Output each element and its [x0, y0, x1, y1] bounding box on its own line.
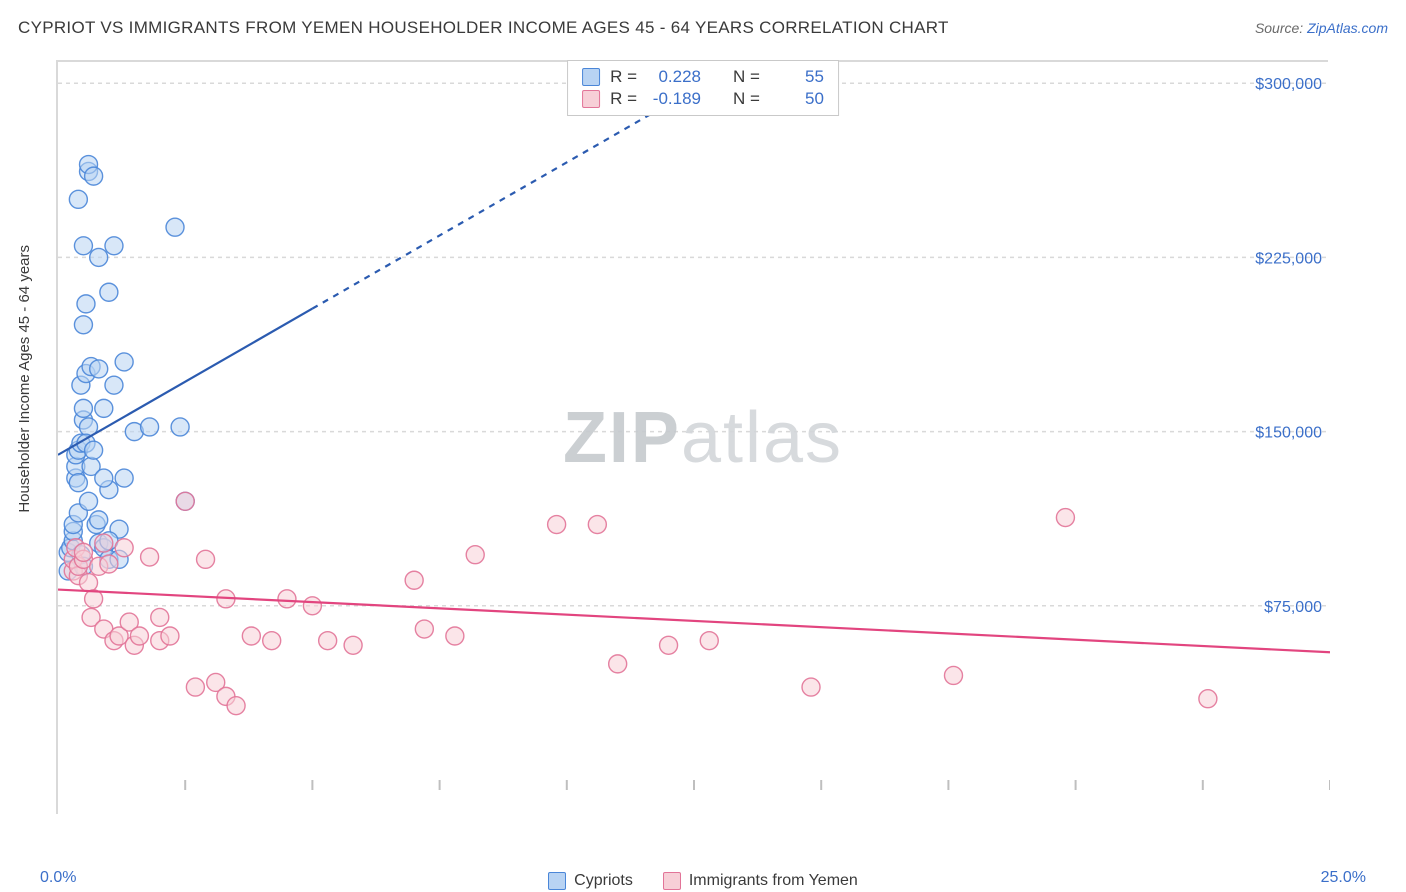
swatch-yemen [582, 90, 600, 108]
svg-text:$225,000: $225,000 [1255, 250, 1322, 267]
x-axis-ticks [185, 780, 1330, 790]
svg-text:$150,000: $150,000 [1255, 425, 1322, 442]
legend-item-yemen: Immigrants from Yemen [663, 872, 858, 890]
r-label: R = [610, 67, 637, 87]
n-value-cypriots: 55 [770, 67, 824, 87]
r-value-cypriots: 0.228 [647, 67, 701, 87]
legend-item-cypriots: Cypriots [548, 872, 633, 890]
series-legend: Cypriots Immigrants from Yemen [0, 872, 1406, 890]
chart-title: CYPRIOT VS IMMIGRANTS FROM YEMEN HOUSEHO… [18, 18, 949, 38]
header: CYPRIOT VS IMMIGRANTS FROM YEMEN HOUSEHO… [18, 18, 1388, 38]
source-link[interactable]: ZipAtlas.com [1307, 20, 1388, 36]
stat-row-yemen: R = -0.189 N = 50 [582, 89, 824, 109]
r-label: R = [610, 89, 637, 109]
correlation-stats-box: R = 0.228 N = 55 R = -0.189 N = 50 [567, 60, 839, 116]
y-axis-label: Householder Income Ages 45 - 64 years [16, 245, 33, 513]
swatch-cypriots-legend [548, 872, 566, 890]
watermark-light: atlas [681, 398, 843, 478]
n-label: N = [733, 67, 760, 87]
stat-row-cypriots: R = 0.228 N = 55 [582, 67, 824, 87]
series-yemen-points [64, 492, 1217, 714]
chart-container: CYPRIOT VS IMMIGRANTS FROM YEMEN HOUSEHO… [0, 0, 1406, 892]
n-label: N = [733, 89, 760, 109]
legend-label-cypriots: Cypriots [574, 872, 633, 890]
watermark-bold: ZIP [563, 398, 681, 478]
source-prefix: Source: [1255, 20, 1307, 36]
watermark: ZIPatlas [563, 397, 843, 479]
n-value-yemen: 50 [770, 89, 824, 109]
r-value-yemen: -0.189 [647, 89, 701, 109]
trend-lines [58, 60, 1330, 652]
swatch-yemen-legend [663, 872, 681, 890]
legend-label-yemen: Immigrants from Yemen [689, 872, 858, 890]
series-cypriots-points [59, 156, 194, 580]
svg-text:$300,000: $300,000 [1255, 76, 1322, 93]
swatch-cypriots [582, 68, 600, 86]
source-attribution: Source: ZipAtlas.com [1255, 20, 1388, 36]
y-axis-tick-labels: $75,000 $150,000 $225,000 $300,000 [1255, 76, 1322, 616]
svg-text:$75,000: $75,000 [1264, 599, 1322, 616]
